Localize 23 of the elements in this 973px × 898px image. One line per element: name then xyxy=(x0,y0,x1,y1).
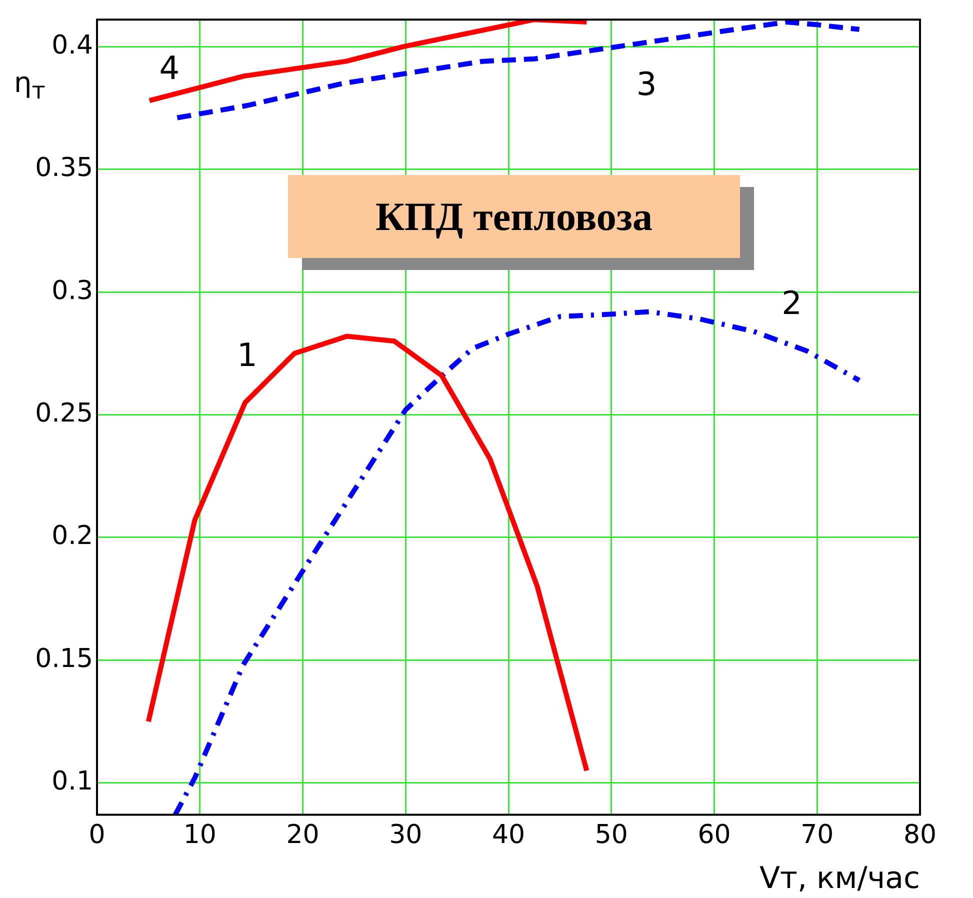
x-tick-label: 0 xyxy=(88,820,106,850)
x-tick-label: 10 xyxy=(183,820,216,850)
x-tick-label: 40 xyxy=(492,820,526,850)
x-tick-label: 20 xyxy=(286,820,320,850)
y-axis-title: η$_{т}$ xyxy=(14,66,46,105)
y-tick-label: 0.25 xyxy=(35,398,93,428)
series-label: 3 xyxy=(636,65,657,103)
x-tick-label: 60 xyxy=(698,820,731,850)
y-tick-label: 0.1 xyxy=(52,766,93,797)
series-label: 1 xyxy=(236,336,258,374)
y-tick-label: 0.35 xyxy=(35,153,93,184)
y-tick-label: 0.2 xyxy=(52,521,93,552)
x-axis-title: Vт, км/час xyxy=(759,860,920,896)
series-label: 4 xyxy=(159,48,180,87)
y-tick-label: 0.3 xyxy=(52,276,93,306)
y-tick-label: 0.4 xyxy=(52,30,93,60)
y-tick-label: 0.15 xyxy=(35,644,93,674)
x-tick-label: 80 xyxy=(903,820,937,850)
x-tick-label: 70 xyxy=(800,820,834,850)
text: КПД тепловоза xyxy=(288,175,740,258)
x-tick-label: 50 xyxy=(594,820,628,850)
series-label: 2 xyxy=(782,284,802,322)
x-tick-label: 30 xyxy=(389,820,422,850)
